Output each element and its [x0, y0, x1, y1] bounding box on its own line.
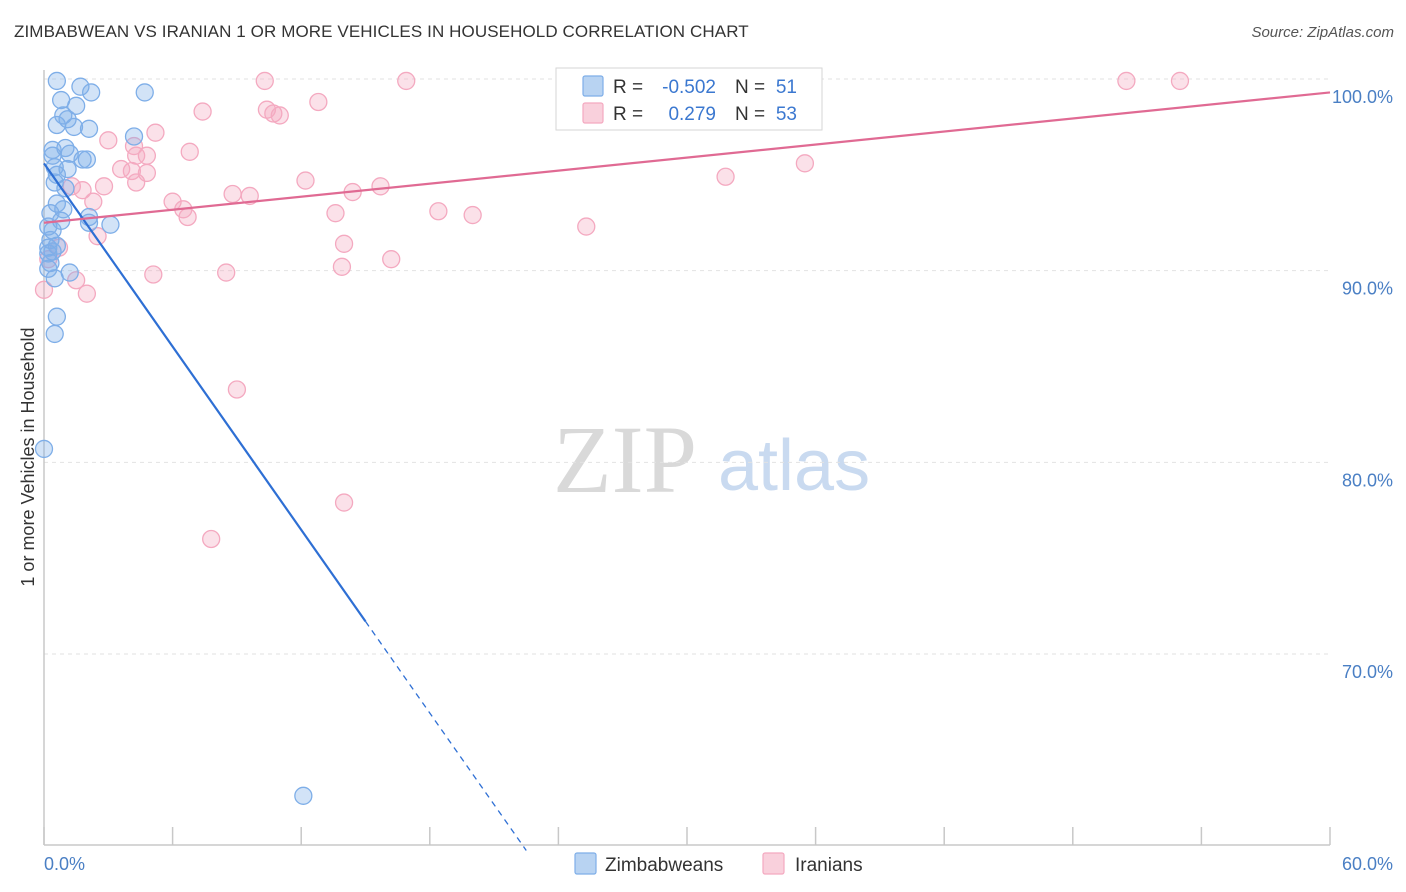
- iranians-point: [716, 167, 735, 186]
- iranians-point: [223, 184, 242, 204]
- iranians-point: [144, 265, 163, 284]
- legend-n-label-zimbabweans: N =: [735, 77, 765, 98]
- zimbabweans-point: [47, 307, 67, 326]
- iranians-point: [146, 123, 165, 142]
- legend-n-label-iranians: N =: [735, 104, 765, 125]
- iranians-point: [1170, 71, 1190, 91]
- zimbabweans-point: [73, 150, 92, 169]
- zimbabweans-point: [101, 215, 120, 234]
- legend-r-value-iranians: 0.279: [668, 104, 716, 125]
- x-tick-label-min: 0.0%: [44, 854, 85, 874]
- zimbabweans-point: [77, 150, 97, 169]
- iranians-point: [137, 146, 157, 165]
- y-tick-label: 70.0%: [1342, 662, 1393, 682]
- chart-title: ZIMBABWEAN VS IRANIAN 1 OR MORE VEHICLES…: [14, 22, 749, 41]
- y-tick-label: 80.0%: [1342, 470, 1393, 490]
- iranians-point: [296, 171, 315, 190]
- bottom-legend-label-iranians: Iranians: [795, 855, 863, 876]
- zimbabweans-point: [71, 77, 90, 96]
- iranians-point: [332, 257, 352, 276]
- iranians-point: [309, 92, 328, 112]
- zimbabweans-point: [47, 115, 67, 135]
- y-tick-label: 90.0%: [1342, 279, 1393, 299]
- iranians-point: [94, 177, 114, 196]
- iranians-trend-line: [43, 91, 1331, 224]
- zimbabweans-point: [67, 96, 86, 115]
- zimbabweans-point: [124, 127, 144, 146]
- bottom-legend-label-zimbabweans: Zimbabweans: [605, 855, 723, 876]
- watermark-zip: ZIP: [553, 406, 697, 513]
- zimbabweans-point: [135, 83, 154, 102]
- iranians-point: [1117, 71, 1136, 91]
- zimbabweans-point: [294, 786, 313, 805]
- stats-legend: R = -0.502 N = 51 R = 0.279 N = 53: [555, 67, 823, 131]
- iranians-point: [34, 280, 54, 299]
- zimbabweans-point: [45, 324, 64, 344]
- legend-r-label-iranians: R =: [613, 104, 643, 125]
- iranians-point: [84, 192, 103, 211]
- iranians-point: [202, 529, 221, 549]
- iranians-point: [397, 71, 416, 91]
- zimbabweans-point: [58, 159, 77, 179]
- chart-source: Source: ZipAtlas.com: [1251, 24, 1394, 41]
- watermark-atlas: atlas: [718, 426, 870, 506]
- iranians-point: [178, 207, 197, 227]
- x-tick-label-max: 60.0%: [1342, 854, 1393, 874]
- zimbabweans-point: [45, 173, 64, 192]
- iranians-point: [255, 71, 274, 91]
- iranians-point: [326, 204, 345, 223]
- bottom-legend-swatch-zimbabweans: [574, 852, 597, 875]
- y-tick-labels: 100.0% 90.0% 80.0% 70.0%: [1332, 87, 1393, 682]
- legend-n-value-iranians: 53: [776, 104, 797, 125]
- iranians-point: [99, 131, 118, 150]
- zimbabweans-point: [56, 179, 75, 198]
- iranians-point: [334, 234, 354, 253]
- zimbabweans-point: [43, 146, 62, 165]
- trend-lines: [43, 91, 1331, 851]
- iranians-point: [217, 263, 236, 282]
- bottom-legend-swatch-iranians: [762, 852, 785, 875]
- iranians-point: [240, 186, 259, 206]
- iranians-point: [382, 250, 401, 269]
- legend-n-value-zimbabweans: 51: [776, 77, 797, 98]
- zimbabweans-point: [34, 439, 54, 459]
- iranians-point: [227, 380, 247, 399]
- iranians-point: [62, 177, 82, 196]
- series-zimbabweans-points: [34, 71, 313, 805]
- iranians-point: [795, 154, 815, 173]
- iranians-point: [334, 493, 354, 512]
- zimbabweans-trend-line: [43, 162, 367, 623]
- iranians-point: [429, 202, 448, 221]
- iranians-point: [193, 102, 212, 121]
- iranians-point: [77, 284, 97, 303]
- iranians-point: [270, 106, 289, 125]
- zimbabweans-trend-extension: [364, 621, 527, 851]
- legend-r-value-zimbabweans: -0.502: [662, 77, 716, 98]
- legend-r-label-zimbabweans: R =: [613, 77, 643, 98]
- iranians-point: [371, 177, 390, 196]
- y-tick-label: 100.0%: [1332, 87, 1393, 107]
- zimbabweans-point: [45, 269, 64, 288]
- iranians-point: [463, 205, 482, 225]
- zimbabweans-point: [79, 119, 99, 138]
- y-axis-label: 1 or more Vehicles in Household: [18, 327, 38, 586]
- zimbabweans-point: [64, 117, 84, 137]
- zimbabweans-point: [47, 71, 67, 91]
- zimbabweans-point: [82, 83, 101, 102]
- legend-swatch-iranians: [582, 102, 604, 124]
- iranians-point: [180, 142, 199, 161]
- iranians-point: [264, 104, 283, 123]
- watermark: ZIP atlas: [553, 406, 870, 513]
- iranians-point: [122, 161, 142, 181]
- x-ticks: [43, 827, 1331, 845]
- iranians-point: [577, 217, 596, 236]
- legend-swatch-zimbabweans: [582, 75, 604, 97]
- series-legend: Zimbabweans Iranians: [574, 852, 863, 876]
- iranians-point: [127, 173, 146, 192]
- zimbabweans-point: [39, 259, 58, 278]
- gridlines: [44, 78, 1330, 655]
